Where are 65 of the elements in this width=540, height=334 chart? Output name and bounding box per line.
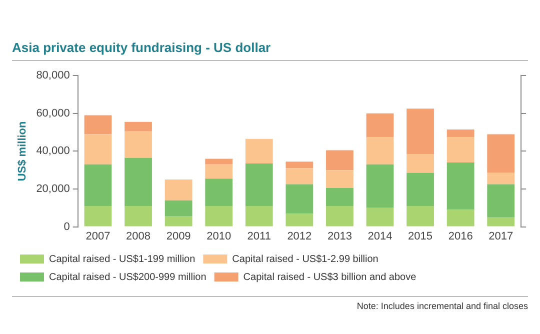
bar: [245, 138, 273, 164]
y-tick-label: 60,000: [36, 107, 70, 120]
bar: [406, 206, 434, 226]
bar: [406, 172, 434, 206]
bar: [446, 137, 474, 163]
bar: [164, 216, 192, 226]
bar: [406, 108, 434, 154]
y-tick-label: 80,000: [36, 70, 70, 82]
bar: [487, 217, 515, 226]
y-tick-label: 20,000: [36, 183, 70, 196]
bar: [124, 158, 152, 206]
y-tick-label: 40,000: [36, 145, 70, 158]
x-tick-label: 2007: [86, 230, 110, 242]
bar: [205, 206, 233, 226]
x-tick-label: 2008: [126, 230, 151, 242]
bar: [124, 131, 152, 158]
chart-title: Asia private equity fundraising - US dollar: [12, 40, 271, 55]
bar: [164, 180, 192, 200]
y-tick-label: 0: [64, 220, 70, 233]
bar: [406, 154, 434, 173]
bar: [286, 162, 314, 168]
bar: [84, 206, 112, 226]
bar: [446, 162, 474, 210]
bar: [245, 163, 273, 206]
x-tick-label: 2010: [206, 230, 232, 242]
bar: [84, 115, 112, 134]
y-axis-title: US$ million: [16, 120, 29, 182]
x-tick-label: 2012: [287, 230, 312, 242]
bar: [286, 184, 314, 214]
bar: [205, 158, 233, 164]
bar: [84, 134, 112, 164]
bar: [164, 200, 192, 216]
bar: [326, 150, 354, 170]
legend-label: Capital raised - US$1-199 million: [49, 254, 196, 265]
bar: [245, 206, 273, 226]
bar: [487, 184, 515, 218]
bar: [366, 137, 394, 164]
x-tick-label: 2015: [408, 230, 433, 242]
x-tick-label: 2011: [247, 230, 271, 242]
text: Note: Includes incremental and final closes: [356, 301, 528, 311]
bar: [446, 210, 474, 226]
bar: [366, 208, 394, 226]
x-tick-label: 2014: [368, 230, 392, 242]
legend-label: Capital raised - US$1-2.99 billion: [232, 254, 378, 265]
bar: [205, 164, 233, 179]
bar: [124, 206, 152, 226]
bar: [326, 206, 354, 226]
x-tick-label: 2009: [166, 230, 191, 242]
bar: [326, 170, 354, 188]
legend-label: Capital raised - US$200-999 million: [49, 272, 206, 283]
bar: [84, 164, 112, 206]
x-tick-label: 2017: [488, 230, 514, 242]
bar: [205, 178, 233, 206]
bar: [487, 134, 515, 173]
x-tick-label: 2013: [327, 230, 352, 242]
bar: [286, 168, 314, 184]
bar: [366, 164, 394, 208]
bar: [487, 172, 515, 184]
bar: [286, 214, 314, 226]
bar: [124, 122, 152, 132]
bar: [366, 113, 394, 138]
bar: [326, 188, 354, 206]
bar: [446, 129, 474, 138]
x-tick-label: 2016: [448, 230, 473, 242]
legend-label: Capital raised - US$3 billion and above: [243, 272, 417, 283]
